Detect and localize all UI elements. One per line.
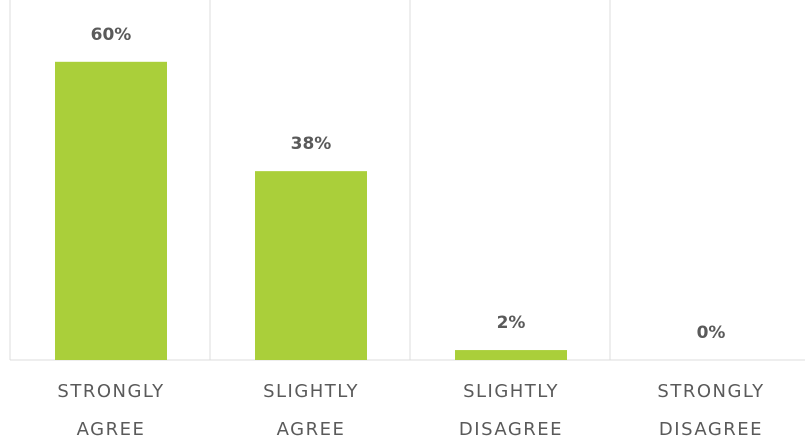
bar (455, 350, 567, 360)
category-label: STRONGLY AGREE (57, 381, 164, 438)
value-label: 38% (291, 134, 332, 154)
bar (55, 61, 167, 361)
value-label: 60% (91, 25, 132, 45)
category-label: SLIGHTLY AGREE (263, 381, 359, 438)
value-label: 2% (497, 313, 526, 333)
category-label: STRONGLY DISAGREE (657, 381, 764, 438)
bar (255, 171, 367, 360)
category-label: SLIGHTLY DISAGREE (459, 381, 563, 438)
value-label: 0% (697, 323, 726, 343)
